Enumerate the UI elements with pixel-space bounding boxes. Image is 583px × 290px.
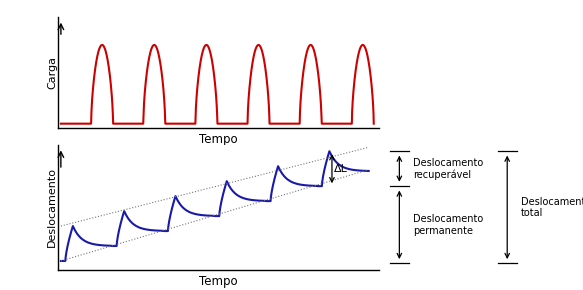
Text: Deslocamento
total: Deslocamento total (521, 197, 583, 218)
Text: Deslocamento
recuperável: Deslocamento recuperável (413, 157, 483, 180)
X-axis label: Tempo: Tempo (199, 133, 238, 146)
Y-axis label: Carga: Carga (47, 56, 57, 89)
Text: ΔL: ΔL (334, 164, 348, 174)
X-axis label: Tempo: Tempo (199, 275, 238, 288)
Y-axis label: Deslocamento: Deslocamento (47, 167, 57, 247)
Text: Deslocamento
permanente: Deslocamento permanente (413, 214, 483, 235)
